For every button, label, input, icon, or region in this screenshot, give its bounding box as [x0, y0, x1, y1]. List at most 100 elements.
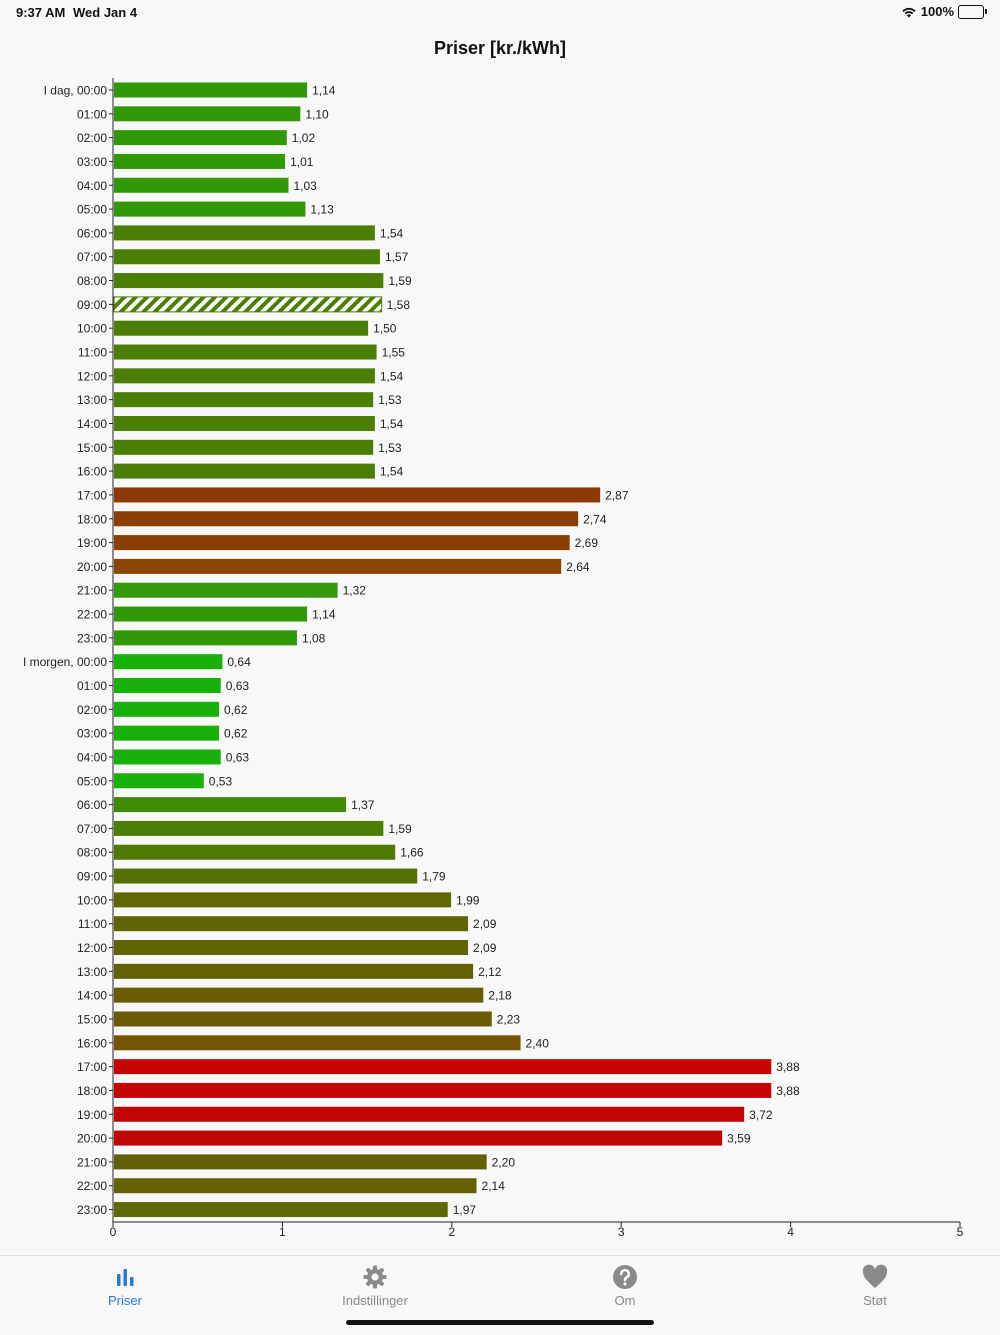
- value-label: 2,09: [473, 917, 497, 931]
- category-label: 04:00: [77, 179, 107, 193]
- value-label: 1,02: [292, 131, 316, 145]
- value-label: 2,23: [497, 1012, 521, 1026]
- price-bar: [114, 892, 452, 908]
- price-bar: [114, 1011, 492, 1027]
- category-label: 01:00: [77, 679, 107, 693]
- price-bar: [114, 225, 375, 241]
- price-bar: [114, 177, 289, 193]
- category-label: 12:00: [77, 941, 107, 955]
- price-bar: [114, 82, 308, 98]
- category-label: 23:00: [77, 1203, 107, 1217]
- category-label: 14:00: [77, 989, 107, 1003]
- gear-icon: [363, 1265, 387, 1289]
- x-tick-label: 3: [618, 1225, 625, 1239]
- category-label: 23:00: [77, 631, 107, 645]
- category-label: 03:00: [77, 727, 107, 741]
- status-bar: 9:37 AM Wed Jan 4 100%: [0, 0, 1000, 24]
- price-bar: [114, 1202, 448, 1218]
- category-label: 20:00: [77, 560, 107, 574]
- value-label: 1,54: [380, 417, 404, 431]
- price-bar: [114, 582, 338, 598]
- category-label: 05:00: [77, 774, 107, 788]
- category-label: 05:00: [77, 203, 107, 217]
- category-label: 13:00: [77, 393, 107, 407]
- price-bar: [114, 106, 301, 122]
- x-tick-label: 0: [110, 1225, 117, 1239]
- value-label: 1,53: [378, 441, 402, 455]
- value-label: 0,62: [224, 727, 248, 741]
- value-label: 0,63: [226, 679, 250, 693]
- category-label: 02:00: [77, 131, 107, 145]
- category-label: 04:00: [77, 750, 107, 764]
- bar-chart-icon: [117, 1269, 134, 1286]
- price-bar: [114, 273, 384, 289]
- value-label: 3,88: [776, 1060, 800, 1074]
- category-label: 14:00: [77, 417, 107, 431]
- value-label: 1,14: [312, 84, 336, 98]
- value-label: 2,74: [583, 512, 607, 526]
- price-bar: [114, 1178, 477, 1194]
- category-label: I morgen, 00:00: [23, 655, 107, 669]
- status-time: 9:37 AM: [16, 5, 66, 20]
- category-label: 11:00: [78, 917, 107, 931]
- x-tick-label: 2: [448, 1225, 455, 1239]
- price-bar: [114, 201, 306, 217]
- price-bar: [114, 820, 384, 836]
- battery-percent: 100%: [920, 4, 954, 19]
- value-label: 1,99: [456, 893, 480, 907]
- value-label: 1,55: [382, 346, 406, 360]
- price-bar: [114, 511, 579, 527]
- price-bar: [114, 773, 204, 789]
- value-label: 2,87: [605, 488, 629, 502]
- value-label: 1,01: [290, 155, 314, 169]
- price-bar: [114, 1106, 745, 1122]
- price-bar: [114, 725, 220, 741]
- value-label: 3,59: [727, 1132, 751, 1146]
- tab-indstillinger[interactable]: Indstillinger: [295, 1264, 455, 1308]
- category-label: 16:00: [77, 1036, 107, 1050]
- category-label: 07:00: [77, 822, 107, 836]
- chart-title: Priser [kr./kWh]: [433, 38, 567, 58]
- price-bar: [114, 987, 484, 1003]
- value-label: 1,13: [310, 203, 334, 217]
- tab-priser[interactable]: Priser: [45, 1264, 205, 1308]
- category-label: 22:00: [77, 1179, 107, 1193]
- price-bar: [114, 1035, 521, 1051]
- category-label: 17:00: [77, 488, 107, 502]
- tab-stot[interactable]: Støt: [795, 1264, 955, 1308]
- price-bar: [114, 749, 221, 765]
- price-bar: [114, 415, 375, 431]
- value-label: 1,97: [453, 1203, 477, 1217]
- price-bar: [114, 940, 469, 956]
- category-label: 09:00: [77, 298, 107, 312]
- value-label: 1,53: [378, 393, 402, 407]
- tab-om[interactable]: Om: [545, 1264, 705, 1308]
- category-label: 21:00: [77, 584, 107, 598]
- category-label: I dag, 00:00: [44, 84, 108, 98]
- price-bar: [114, 463, 375, 479]
- battery-icon: [958, 4, 987, 19]
- value-label: 2,18: [488, 989, 512, 1003]
- wifi-icon: [902, 7, 916, 17]
- value-label: 1,79: [422, 870, 446, 884]
- category-label: 22:00: [77, 608, 107, 622]
- price-bar: [113, 296, 383, 313]
- category-label: 07:00: [77, 250, 107, 264]
- tab-label-priser: Priser: [108, 1293, 142, 1308]
- value-label: 1,54: [380, 226, 404, 240]
- category-label: 10:00: [77, 893, 107, 907]
- category-label: 20:00: [77, 1132, 107, 1146]
- value-label: 1,10: [305, 107, 329, 121]
- price-bar: [114, 487, 601, 503]
- category-label: 18:00: [77, 512, 107, 526]
- price-bar: [114, 535, 570, 551]
- value-label: 1,59: [388, 274, 412, 288]
- value-label: 1,03: [293, 179, 317, 193]
- price-bar: [114, 1082, 772, 1098]
- category-label: 06:00: [77, 798, 107, 812]
- category-label: 18:00: [77, 1084, 107, 1098]
- category-label: 03:00: [77, 155, 107, 169]
- category-label: 01:00: [77, 107, 107, 121]
- heart-icon: [862, 1264, 888, 1288]
- value-label: 1,57: [385, 250, 409, 264]
